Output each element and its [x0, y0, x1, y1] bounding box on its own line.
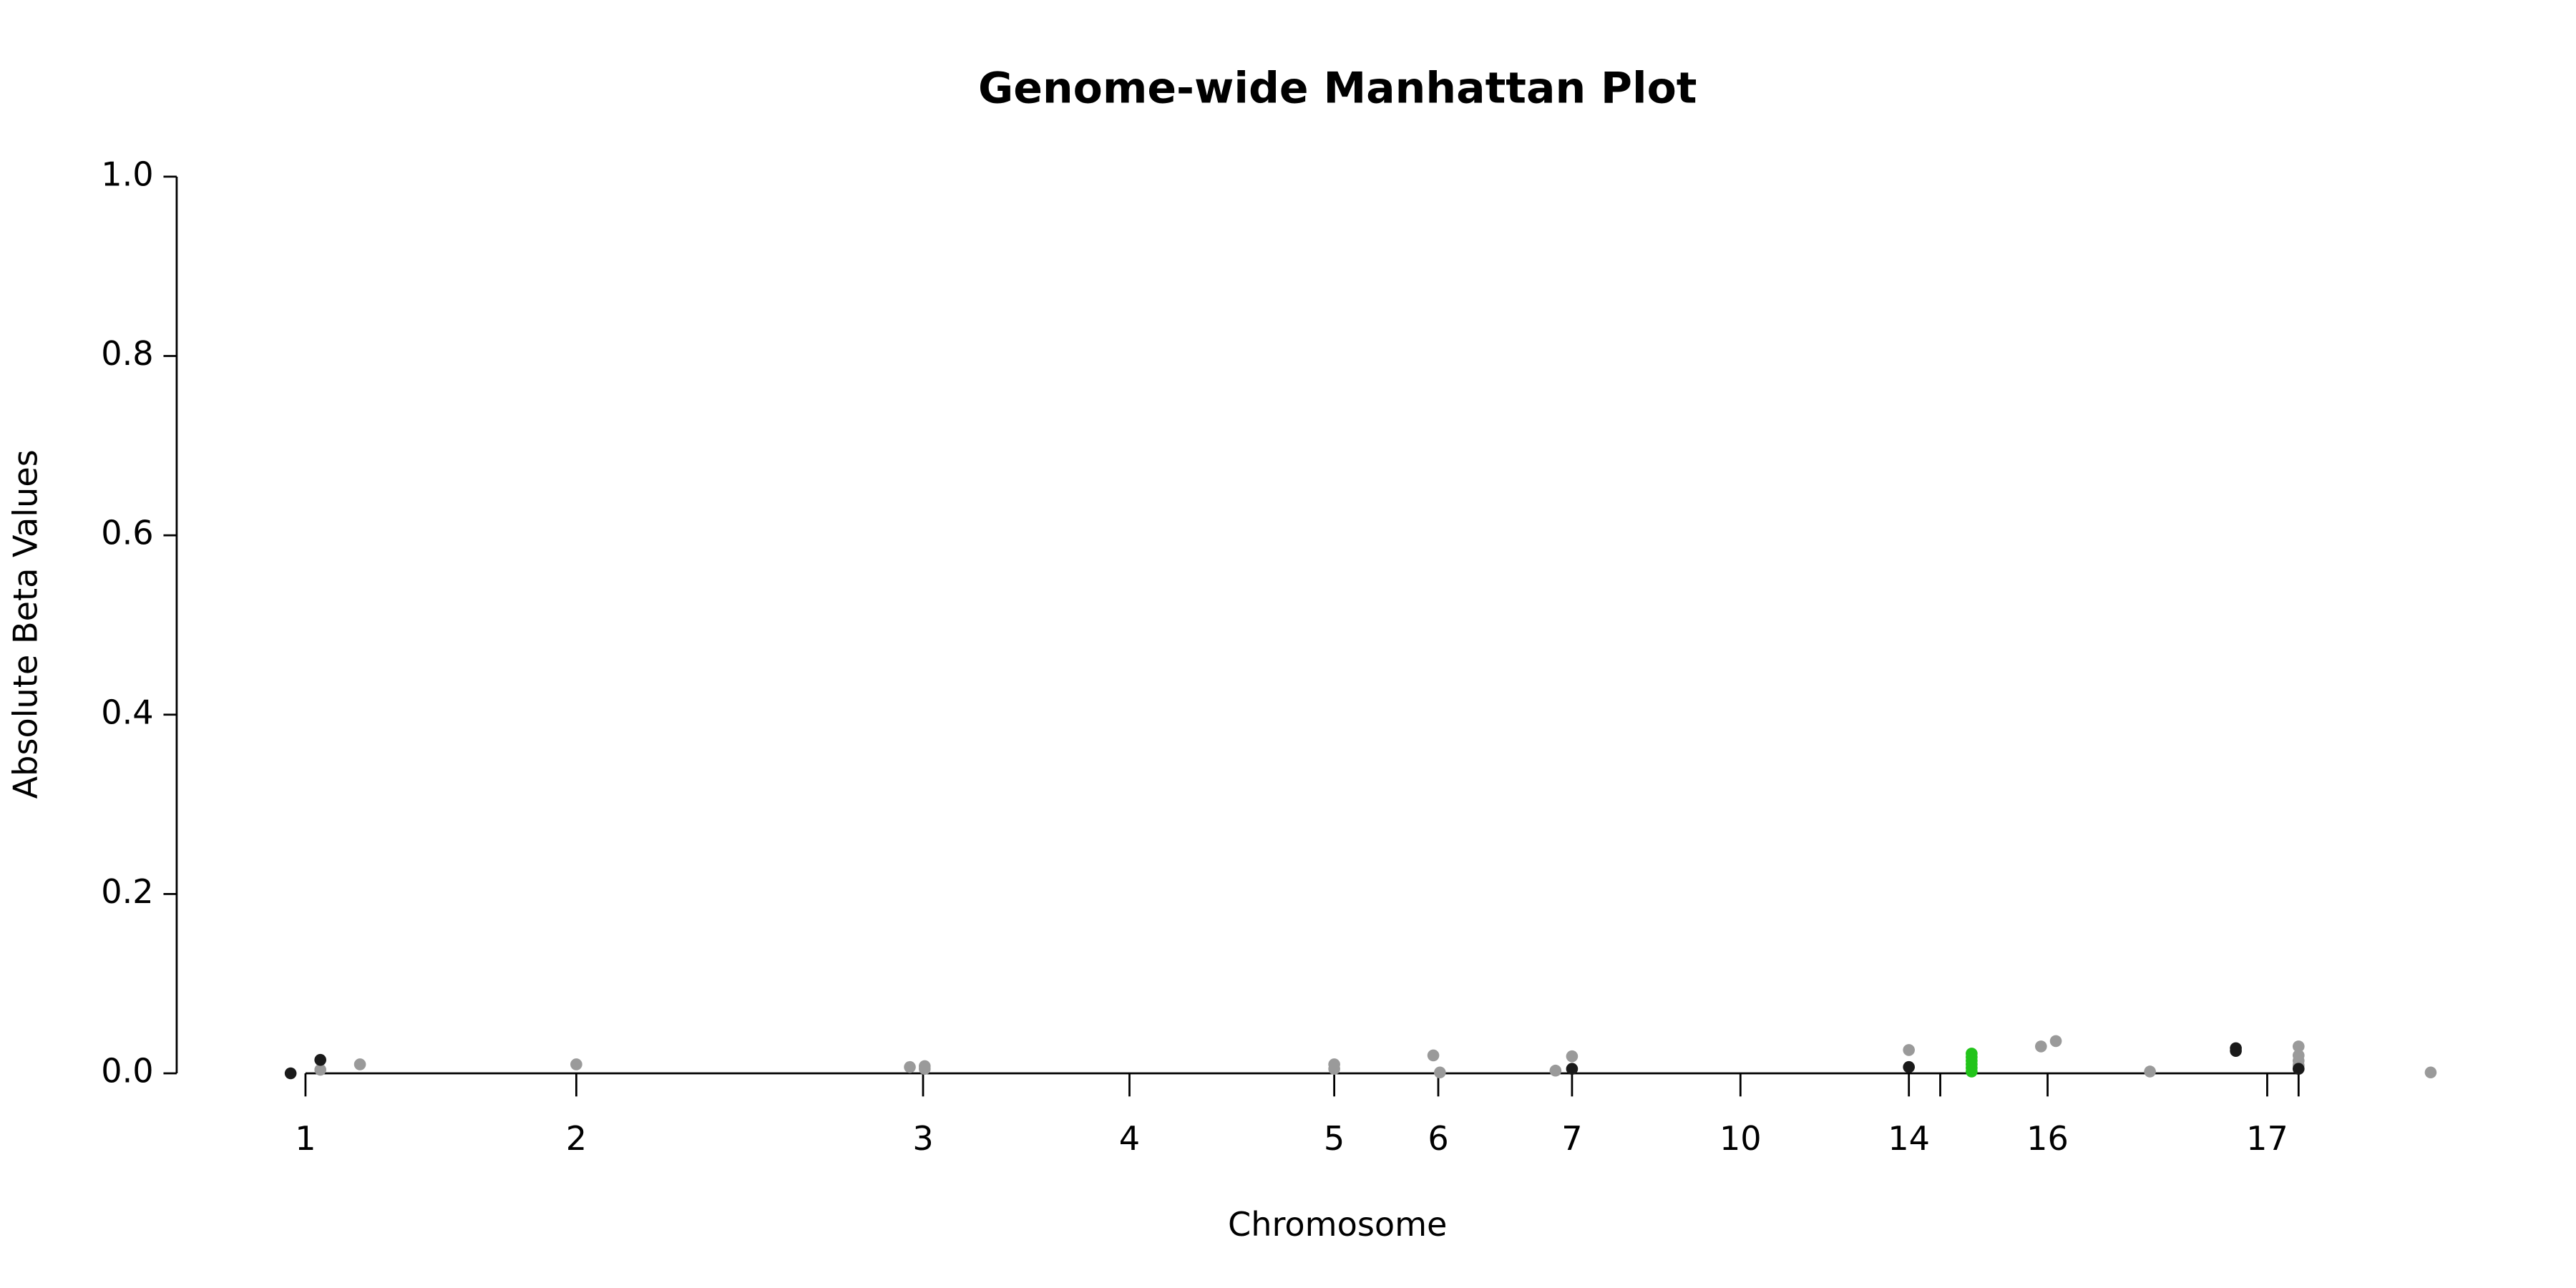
- x-axis-label: Chromosome: [1228, 1205, 1447, 1244]
- y-tick-label: 0.8: [101, 334, 153, 373]
- x-tick-label: 4: [1119, 1119, 1140, 1158]
- data-point: [570, 1058, 582, 1070]
- data-point: [2035, 1040, 2047, 1053]
- data-point: [353, 1058, 366, 1070]
- x-tick-label: 16: [2026, 1119, 2069, 1158]
- x-tick-label: 2: [566, 1119, 587, 1158]
- x-tick-label: 6: [1428, 1119, 1448, 1158]
- x-tick-label: 14: [1888, 1119, 1930, 1158]
- data-point: [1566, 1063, 1579, 1075]
- data-point: [1434, 1066, 1446, 1079]
- data-point: [1427, 1049, 1440, 1062]
- y-tick-label: 0.2: [101, 872, 153, 911]
- y-tick-label: 0.6: [101, 514, 153, 552]
- x-tick-label: 3: [912, 1119, 933, 1158]
- data-point: [1966, 1065, 1978, 1078]
- chart-title: Genome-wide Manhattan Plot: [978, 64, 1697, 114]
- data-point: [1566, 1050, 1579, 1063]
- data-point: [919, 1063, 931, 1075]
- data-point: [2293, 1063, 2305, 1075]
- data-point: [284, 1067, 297, 1080]
- y-tick-label: 0.4: [101, 693, 153, 731]
- data-point: [1549, 1064, 1562, 1077]
- data-point: [2049, 1035, 2062, 1048]
- data-point: [1328, 1063, 1340, 1075]
- x-tick-label: 7: [1561, 1119, 1582, 1158]
- x-tick-label: 1: [295, 1119, 316, 1158]
- data-point: [2293, 1040, 2305, 1053]
- y-axis-label: Absolute Beta Values: [6, 449, 45, 799]
- y-tick-label: 0.0: [101, 1052, 153, 1091]
- data-point: [2144, 1065, 2156, 1078]
- data-point: [1903, 1060, 1915, 1073]
- data-point: [904, 1060, 916, 1073]
- data-point: [1903, 1044, 1915, 1056]
- y-tick-label: 1.0: [101, 155, 153, 193]
- data-point: [314, 1063, 326, 1076]
- x-tick-label: 5: [1324, 1119, 1345, 1158]
- x-tick-label: 17: [2246, 1119, 2288, 1158]
- data-point: [2424, 1066, 2437, 1079]
- x-tick-label: 10: [1719, 1119, 1762, 1158]
- data-point: [314, 1053, 326, 1066]
- data-point: [2230, 1045, 2242, 1057]
